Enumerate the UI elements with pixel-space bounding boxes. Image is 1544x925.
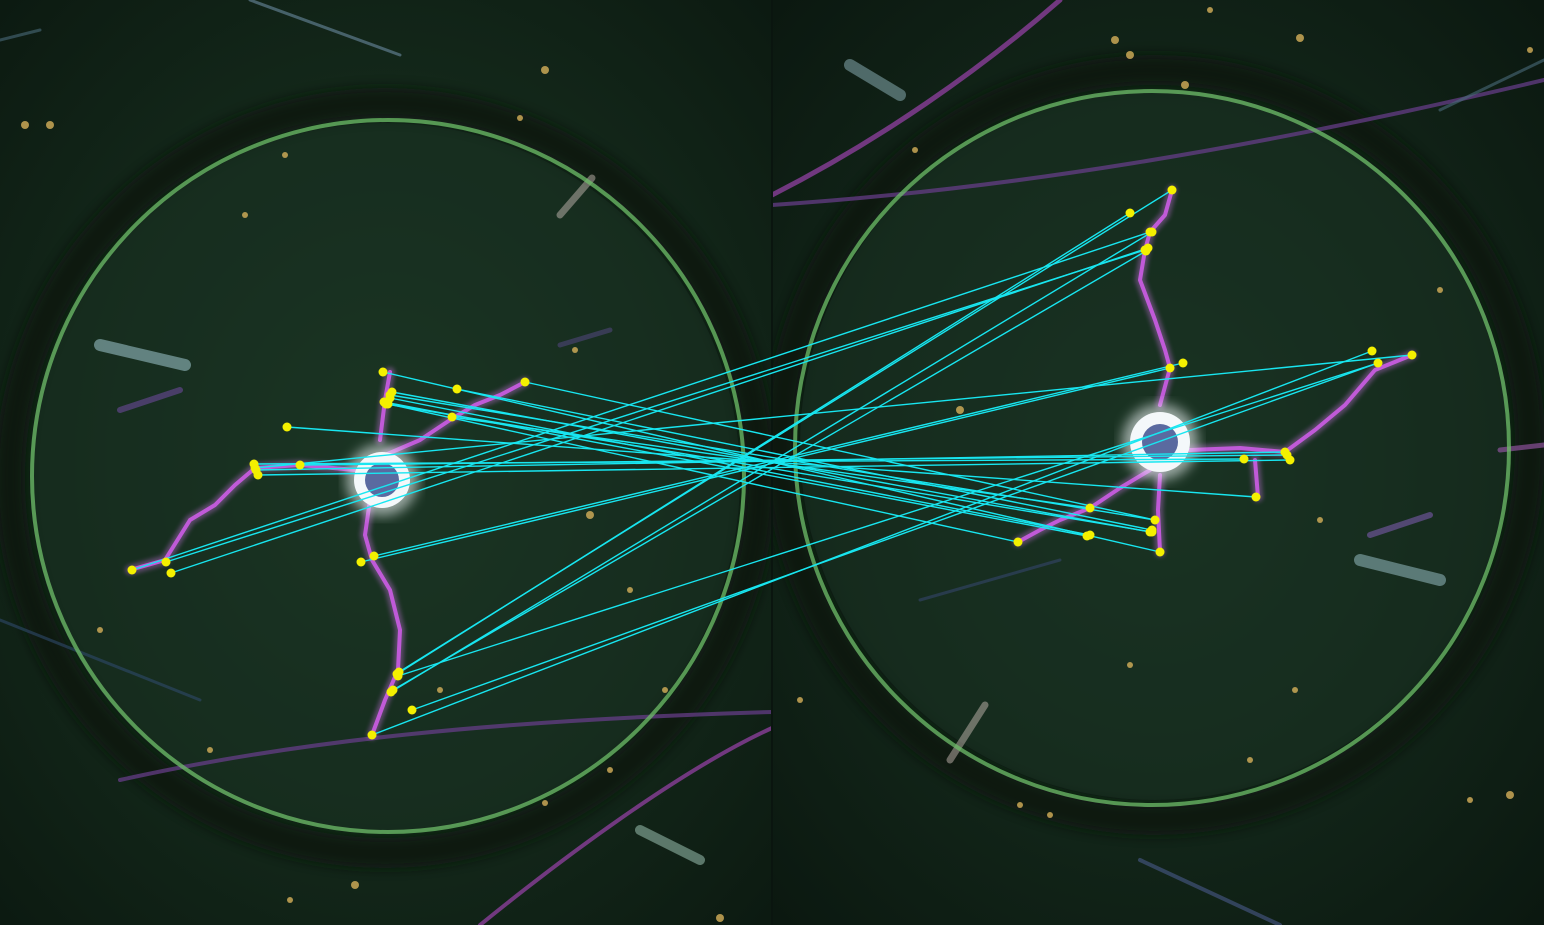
right-keypoint <box>1178 358 1188 368</box>
left-keypoint <box>447 412 457 422</box>
match-line <box>387 403 1019 543</box>
match-line <box>131 231 1151 571</box>
match-line <box>392 250 1147 691</box>
match-line <box>411 362 1379 711</box>
left-keypoint <box>520 377 530 387</box>
right-keypoint <box>1085 503 1095 513</box>
left-keypoint <box>388 685 398 695</box>
right-keypoint <box>1282 450 1292 460</box>
left-keypoint <box>127 565 137 575</box>
match-line <box>389 394 1156 521</box>
match-line <box>385 403 1153 533</box>
match-line <box>383 401 1088 537</box>
right-keypoint <box>1013 537 1023 547</box>
left-keypoint <box>369 551 379 561</box>
match-line <box>165 249 1146 563</box>
right-fibers <box>772 0 1544 925</box>
left-keypoint <box>253 470 263 480</box>
right-keypoint <box>1155 547 1165 557</box>
match-line <box>373 362 1184 557</box>
left-keypoint <box>452 384 462 394</box>
right-keypoint <box>1165 363 1175 373</box>
right-keypoint <box>1150 515 1160 525</box>
left-keypoint <box>161 557 171 567</box>
left-speckles <box>21 66 724 922</box>
left-keypoint <box>356 557 366 567</box>
right-keypoint <box>1367 346 1377 356</box>
right-keypoint <box>1251 492 1261 502</box>
match-line <box>371 350 1373 736</box>
right-keypoint <box>1147 227 1157 237</box>
right-keypoint <box>1373 358 1383 368</box>
match-line <box>170 247 1149 574</box>
left-fibers <box>0 0 772 925</box>
left-ring <box>30 118 746 834</box>
left-keypoint <box>250 463 260 473</box>
right-keypoint <box>1239 454 1249 464</box>
left-keypoint <box>393 671 403 681</box>
right-keypoint <box>1125 208 1135 218</box>
match-line <box>389 397 1091 536</box>
left-dark-halo <box>0 88 772 868</box>
match-line <box>390 231 1153 693</box>
match-line <box>299 454 1288 466</box>
match-line <box>398 189 1173 673</box>
right-keypoint <box>1407 350 1417 360</box>
left-keypoint <box>385 390 395 400</box>
right-keypoint <box>1167 185 1177 195</box>
left-keypoint <box>407 705 417 715</box>
left-keypoint <box>378 367 388 377</box>
right-keypoint <box>1082 531 1092 541</box>
match-line <box>254 354 1413 469</box>
match-lines <box>131 189 1413 736</box>
right-keypoint <box>1147 527 1157 537</box>
keypoints <box>127 185 1417 740</box>
left-center-core <box>365 463 399 497</box>
left-keypoint <box>295 460 305 470</box>
right-keypoint <box>1141 246 1151 256</box>
left-keypoint <box>367 730 377 740</box>
right-speckles <box>797 7 1533 818</box>
left-keypoint <box>282 422 292 432</box>
match-line <box>397 362 1379 677</box>
left-keypoint <box>166 568 176 578</box>
left-keypoint <box>381 399 391 409</box>
